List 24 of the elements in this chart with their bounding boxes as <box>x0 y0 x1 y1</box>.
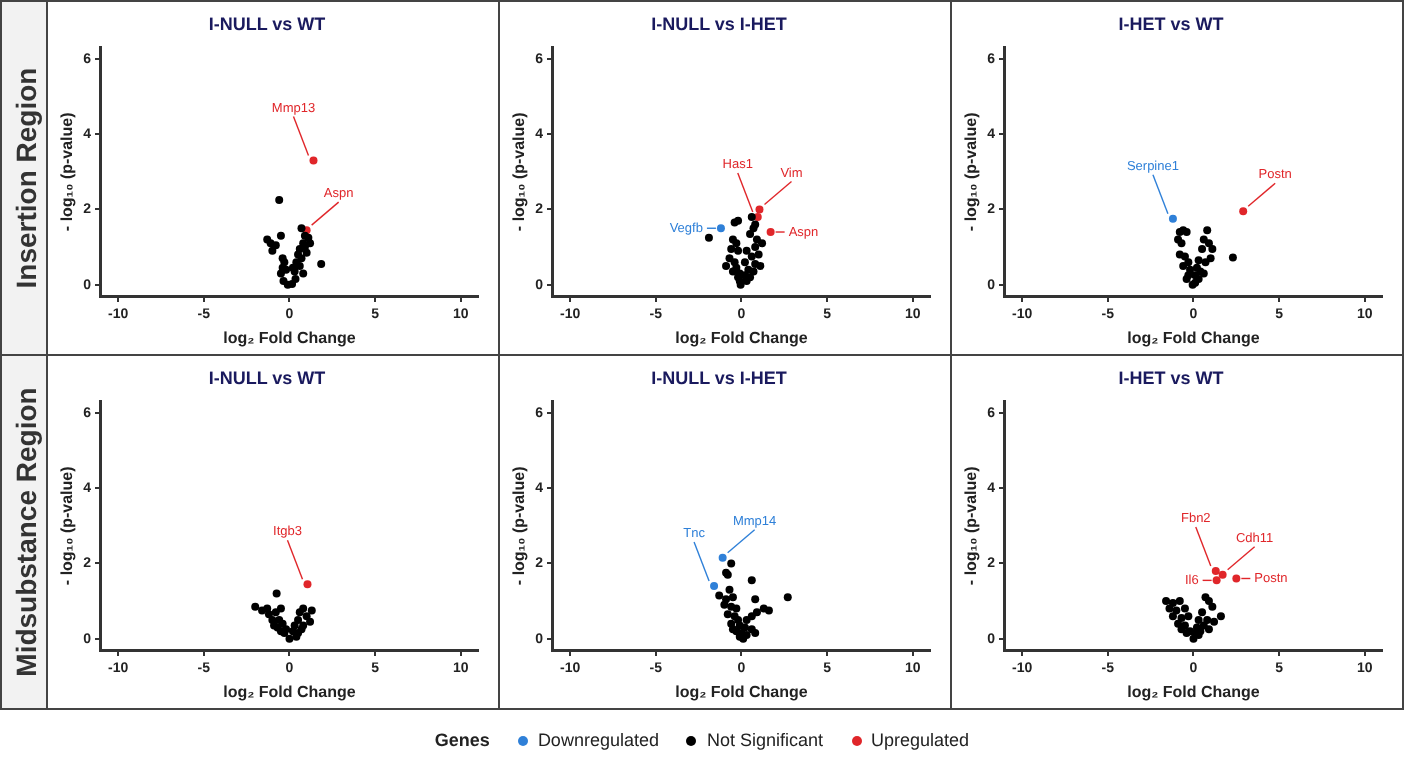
text: Midsubstance Region <box>10 387 42 677</box>
chart-title: I-NULL vs I-HET <box>651 13 788 34</box>
chart-title: I-HET vs WT <box>1118 367 1225 388</box>
x-axis-title: log₂ Fold Change <box>675 682 809 701</box>
y-axis-title: - log₁₀ (p-value) <box>58 111 77 232</box>
legend-label: Not Significant <box>706 730 824 750</box>
chart-title: I-NULL vs I-HET <box>651 367 788 388</box>
chart-title: I-HET vs WT <box>1118 13 1225 34</box>
legend-label: Downregulated <box>537 730 659 750</box>
y-axis-title: - log₁₀ (p-value) <box>962 111 981 232</box>
x-axis-title: log₂ Fold Change <box>1127 328 1261 347</box>
legend-title: Genes <box>434 730 490 750</box>
y-axis-title: - log₁₀ (p-value) <box>510 465 529 586</box>
legend-label: Upregulated <box>871 730 970 750</box>
y-axis-title: - log₁₀ (p-value) <box>58 465 77 586</box>
x-axis-title: log₂ Fold Change <box>223 682 357 701</box>
x-axis-title: log₂ Fold Change <box>1127 682 1261 701</box>
text: Insertion Region <box>10 67 42 289</box>
x-axis-title: log₂ Fold Change <box>223 328 357 347</box>
chart-title: I-NULL vs WT <box>208 13 327 34</box>
chart-title: I-NULL vs WT <box>208 367 327 388</box>
y-axis-title: - log₁₀ (p-value) <box>962 465 981 586</box>
x-axis-title: log₂ Fold Change <box>675 328 809 347</box>
y-axis-title: - log₁₀ (p-value) <box>510 111 529 232</box>
